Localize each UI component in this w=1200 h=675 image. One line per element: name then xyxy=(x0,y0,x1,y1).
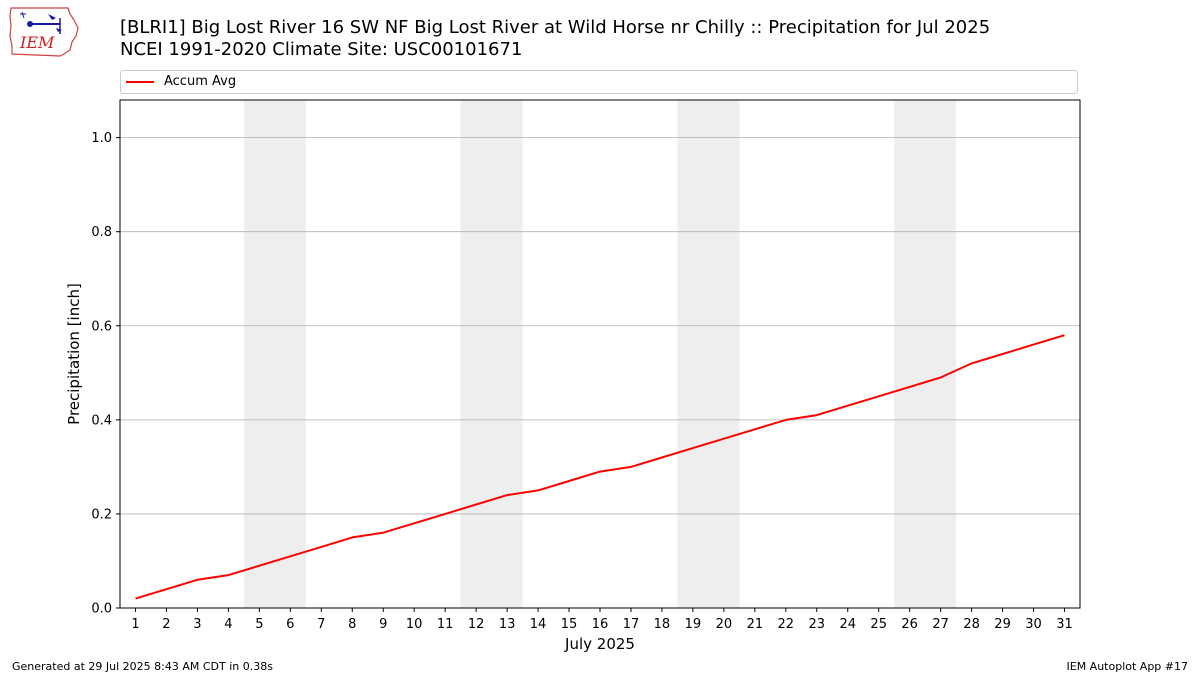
weekend-band-1 xyxy=(243,100,306,608)
x-tick-label: 16 xyxy=(592,617,609,632)
x-tick-label: 14 xyxy=(530,617,547,632)
x-tick-label: 12 xyxy=(468,617,485,632)
x-tick-label: 17 xyxy=(623,617,640,632)
x-tick-label: 7 xyxy=(317,617,325,632)
y-tick-label: 1.0 xyxy=(91,131,112,146)
grid-layer xyxy=(120,137,1080,609)
x-tick-label: 29 xyxy=(994,617,1011,632)
x-tick-label: 24 xyxy=(839,617,856,632)
x-tick-label: 26 xyxy=(901,617,918,632)
x-tick-label: 22 xyxy=(778,617,795,632)
x-tick-label: 5 xyxy=(255,617,263,632)
series-line-accum-avg xyxy=(135,334,1065,600)
chart-subtitle: NCEI 1991-2020 Climate Site: USC00101671 xyxy=(120,39,523,60)
x-axis-label: July 2025 xyxy=(564,635,635,653)
x-tick-label: 2 xyxy=(162,617,170,632)
x-tick-label: 8 xyxy=(348,617,356,632)
footer-generated-text: Generated at 29 Jul 2025 8:43 AM CDT in … xyxy=(12,660,273,673)
x-tick-label: 30 xyxy=(1025,617,1042,632)
series-layer xyxy=(135,334,1065,600)
x-tick-label: 3 xyxy=(193,617,201,632)
x-tick-label: 23 xyxy=(809,617,826,632)
x-tick-label: 20 xyxy=(716,617,733,632)
y-axis-label: Precipitation [inch] xyxy=(65,283,83,425)
x-tick-label: 19 xyxy=(685,617,702,632)
x-tick-label: 18 xyxy=(654,617,671,632)
x-tick-label: 27 xyxy=(932,617,949,632)
footer-app-label: IEM Autoplot App #17 xyxy=(1066,660,1189,673)
plot-frame xyxy=(119,99,1081,609)
weekend-band-4 xyxy=(894,100,957,608)
weekend-shading-layer xyxy=(243,100,957,608)
y-tick-label: 0.0 xyxy=(91,602,112,617)
iem-logo-icon: IEM xyxy=(9,7,79,57)
x-tick-label: 25 xyxy=(870,617,887,632)
axis-layer: 0.00.20.40.60.81.01 2 3 4 5 6 7 8 9 10 11 12 13 14 15 1… xyxy=(91,131,1072,632)
x-tick-label: 9 xyxy=(379,617,387,632)
x-tick-label: 6 xyxy=(286,617,294,632)
x-tick-label: 10 xyxy=(406,617,423,632)
weekend-band-2 xyxy=(460,100,523,608)
chart-legend: Accum Avg xyxy=(120,70,1078,94)
x-tick-label: 21 xyxy=(747,617,764,632)
x-tick-label: 13 xyxy=(499,617,516,632)
x-tick-label: 4 xyxy=(224,617,232,632)
y-tick-label: 0.2 xyxy=(91,507,112,522)
chart-title: [BLRI1] Big Lost River 16 SW NF Big Lost… xyxy=(120,17,991,38)
iem-logo-text: IEM xyxy=(19,33,55,52)
weekend-band-3 xyxy=(677,100,740,608)
y-tick-label: 0.4 xyxy=(91,413,112,428)
x-tick-label: 28 xyxy=(963,617,980,632)
x-tick-label: 15 xyxy=(561,617,578,632)
x-tick-label: 31 xyxy=(1056,617,1073,632)
y-tick-label: 0.6 xyxy=(91,319,112,334)
x-tick-label: 1 xyxy=(131,617,139,632)
legend-label-accum-avg: Accum Avg xyxy=(164,74,237,89)
legend-swatch-accum-avg xyxy=(126,81,154,83)
x-tick-label: 11 xyxy=(437,617,454,632)
y-tick-label: 0.8 xyxy=(91,225,112,240)
